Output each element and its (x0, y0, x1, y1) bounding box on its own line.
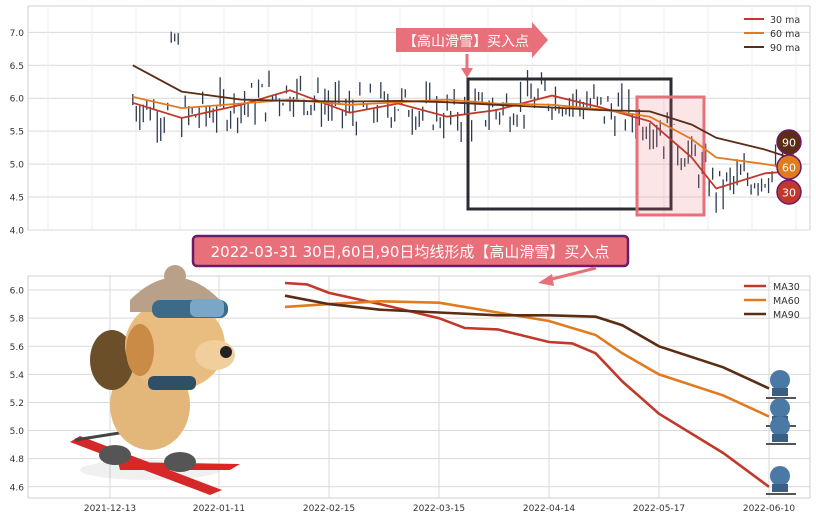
highlight-box-pink (635, 95, 706, 217)
callout-label: 【高山滑雪】买入点 (403, 33, 529, 50)
top-y-tick-label: 4.0 (10, 227, 25, 237)
bottom-line-MA60 (284, 299, 770, 418)
bottom-ma-lines (284, 281, 770, 488)
bottom-y-tick-label: 5.0 (10, 427, 25, 437)
bottom-x-tick-label: 2021-12-13 (84, 504, 136, 514)
bottom-y-tick-label: 4.6 (10, 483, 25, 493)
bottom-x-tick-labels: 2021-12-13 2022-01-11 2022-02-15 2022-03-15… (84, 504, 796, 514)
bottom-y-tick-label: 4.8 (10, 455, 25, 465)
top-legend-label-30: 30 ma (770, 15, 800, 26)
badge-30-label: 30 (782, 187, 796, 200)
bottom-x-tick-label: 2022-01-11 (193, 504, 245, 514)
bottom-legend-label-ma60: MA60 (773, 296, 800, 307)
bottom-x-tick-label: 2022-05-17 (633, 504, 685, 514)
badge-60-label: 60 (782, 162, 796, 175)
bottom-line-MA90 (284, 294, 770, 390)
callout-pointer-head (461, 68, 473, 78)
top-legend: 30 ma 60 ma 90 ma (744, 15, 800, 54)
top-line-60-ma (132, 96, 801, 171)
bottom-x-tick-label: 2022-04-14 (523, 504, 576, 514)
top-legend-label-90: 90 ma (770, 43, 800, 54)
bottom-y-tick-label: 6.0 (10, 287, 25, 297)
top-y-tick-label: 5.0 (10, 161, 25, 171)
top-y-tick-labels: 4.0 4.5 5.0 5.5 6.0 6.5 7.0 (10, 29, 25, 237)
bottom-legend: MA30 MA60 MA90 (744, 282, 800, 321)
bottom-x-tick-label: 2022-03-15 (413, 504, 465, 514)
bottom-legend-label-ma90: MA90 (773, 310, 800, 321)
bottom-y-tick-label: 5.6 (10, 343, 25, 353)
bottom-y-tick-label: 5.2 (10, 399, 24, 409)
bottom-x-tick-label: 2022-02-15 (303, 504, 355, 514)
banner-arrow-line (547, 266, 597, 282)
buy-point-callout: 【高山滑雪】买入点 (396, 22, 548, 78)
bottom-y-tick-labels: 4.6 4.8 5.0 5.2 5.4 5.6 5.8 6.0 (10, 287, 25, 494)
bottom-y-tick-label: 5.4 (10, 371, 25, 381)
top-line-90-ma (132, 64, 801, 162)
callout-box-dark (466, 77, 673, 211)
badge-30 (776, 179, 802, 205)
ma-end-badges: 90 60 30 (776, 129, 802, 205)
badge-90-label: 90 (782, 137, 796, 150)
signal-banner: 2022-03-31 30日,60日,90日均线形成【高山滑雪】买入点 (191, 234, 630, 286)
top-y-tick-label: 4.5 (10, 194, 24, 204)
bottom-legend-label-ma30: MA30 (773, 282, 800, 293)
bottom-line-MA30 (284, 281, 770, 488)
top-y-tick-label: 6.5 (10, 62, 24, 72)
mini-skier-icons (766, 370, 796, 495)
banner-arrow-head (538, 274, 554, 286)
top-y-tick-label: 5.5 (10, 128, 24, 138)
badge-90 (776, 129, 802, 155)
bottom-x-tick-label: 2022-06-10 (743, 504, 796, 514)
top-y-tick-label: 6.0 (10, 95, 25, 105)
bottom-y-tick-label: 5.8 (10, 315, 25, 325)
banner-box (191, 234, 630, 268)
top-legend-label-60: 60 ma (770, 29, 800, 40)
top-ma-lines (132, 64, 801, 190)
banner-text: 2022-03-31 30日,60日,90日均线形成【高山滑雪】买入点 (211, 243, 610, 261)
badge-60 (776, 154, 802, 180)
top-y-tick-label: 7.0 (10, 29, 25, 39)
callout-arrow-shape (396, 22, 548, 58)
skiing-dog-illustration (70, 265, 240, 495)
